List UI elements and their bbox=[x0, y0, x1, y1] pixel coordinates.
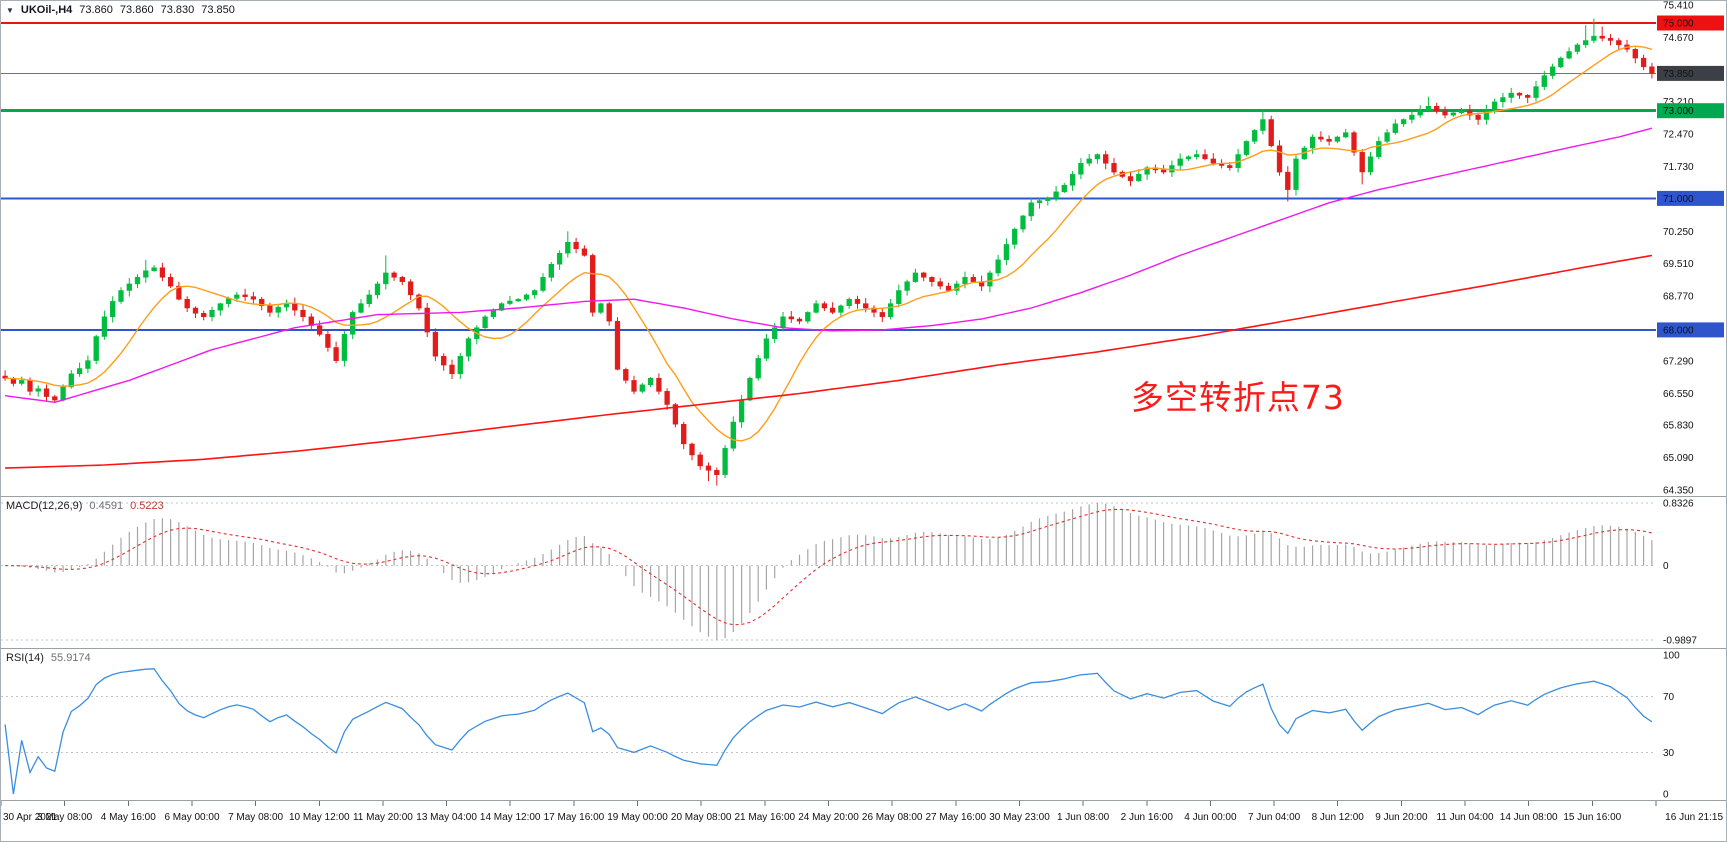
svg-text:0: 0 bbox=[1663, 561, 1669, 572]
svg-text:1 Jun 08:00: 1 Jun 08:00 bbox=[1057, 812, 1110, 823]
svg-text:11 Jun 04:00: 11 Jun 04:00 bbox=[1436, 812, 1494, 823]
time-axis-panel[interactable]: 30 Apr 2021 3 May 08:00 4 May 16:00 6 May 0… bbox=[1, 800, 1726, 841]
svg-text:13 May 04:00: 13 May 04:00 bbox=[416, 812, 477, 823]
macd-indicator-label: MACD(12,26,9) 0.4591 0.5223 bbox=[6, 500, 164, 512]
svg-text:3 May 08:00: 3 May 08:00 bbox=[37, 812, 92, 823]
svg-text:6 May 00:00: 6 May 00:00 bbox=[164, 812, 219, 823]
svg-text:26 May 08:00: 26 May 08:00 bbox=[862, 812, 923, 823]
svg-text:-0.9897: -0.9897 bbox=[1663, 636, 1697, 647]
rsi-name: RSI(14) bbox=[6, 652, 44, 664]
ohlc-low-value: 73.830 bbox=[160, 4, 195, 16]
svg-text:0.8326: 0.8326 bbox=[1663, 499, 1694, 510]
svg-text:73.210: 73.210 bbox=[1663, 97, 1694, 108]
macd-panel: MACD(12,26,9) 0.4591 0.5223 0.8326 0 -0.98… bbox=[1, 496, 1726, 648]
svg-text:65.090: 65.090 bbox=[1663, 453, 1694, 464]
svg-text:27 May 16:00: 27 May 16:00 bbox=[925, 812, 986, 823]
svg-text:71.000: 71.000 bbox=[1663, 194, 1694, 205]
svg-text:16 Jun 21:15: 16 Jun 21:15 bbox=[1665, 812, 1723, 823]
svg-text:10 May 12:00: 10 May 12:00 bbox=[289, 812, 350, 823]
price-chart-canvas[interactable]: 75.410 74.670 73.210 72.470 71.730 70.250 69.5… bbox=[1, 1, 1726, 496]
ohlc-high-value: 73.860 bbox=[119, 4, 154, 16]
svg-text:7 Jun 04:00: 7 Jun 04:00 bbox=[1248, 812, 1301, 823]
svg-text:19 May 00:00: 19 May 00:00 bbox=[607, 812, 668, 823]
svg-text:66.550: 66.550 bbox=[1663, 389, 1694, 400]
symbol-timeframe-label: UKOil-,H4 bbox=[20, 4, 73, 16]
rsi-chart-canvas: 100 70 30 0 bbox=[1, 651, 1680, 801]
rsi-panel: RSI(14) 55.9174 100 70 30 0 bbox=[1, 648, 1726, 800]
svg-text:0: 0 bbox=[1663, 790, 1669, 801]
svg-text:69.510: 69.510 bbox=[1663, 259, 1694, 270]
text-annotation: 多空转折点73 bbox=[1130, 377, 1345, 417]
rsi-indicator-label: RSI(14) 55.9174 bbox=[6, 652, 91, 664]
macd-main-value: 0.4591 bbox=[89, 500, 124, 512]
svg-text:15 Jun 16:00: 15 Jun 16:00 bbox=[1563, 812, 1621, 823]
svg-text:74.670: 74.670 bbox=[1663, 33, 1694, 44]
svg-text:73.850: 73.850 bbox=[1663, 69, 1694, 80]
svg-text:11 May 20:00: 11 May 20:00 bbox=[353, 812, 413, 823]
svg-text:71.730: 71.730 bbox=[1663, 162, 1694, 173]
svg-text:75.410: 75.410 bbox=[1663, 1, 1694, 12]
ohlc-open-value: 73.860 bbox=[79, 4, 113, 16]
ohlc-close-value: 73.850 bbox=[201, 4, 235, 16]
svg-text:65.830: 65.830 bbox=[1663, 421, 1694, 432]
svg-text:8 Jun 12:00: 8 Jun 12:00 bbox=[1312, 812, 1365, 823]
svg-text:70: 70 bbox=[1663, 692, 1675, 703]
svg-text:7 May 08:00: 7 May 08:00 bbox=[228, 812, 283, 823]
svg-text:20 May 08:00: 20 May 08:00 bbox=[671, 812, 732, 823]
svg-text:64.350: 64.350 bbox=[1663, 486, 1694, 497]
svg-text:68.770: 68.770 bbox=[1663, 292, 1694, 303]
svg-text:17 May 16:00: 17 May 16:00 bbox=[544, 812, 605, 823]
svg-text:14 May 12:00: 14 May 12:00 bbox=[480, 812, 541, 823]
symbol-menu-icon[interactable]: ▼ bbox=[6, 5, 14, 15]
macd-chart-canvas: 0.8326 0 -0.9897 bbox=[1, 499, 1697, 647]
svg-text:72.470: 72.470 bbox=[1663, 129, 1694, 140]
svg-text:100: 100 bbox=[1663, 651, 1680, 662]
svg-text:70.250: 70.250 bbox=[1663, 227, 1694, 238]
svg-text:14 Jun 08:00: 14 Jun 08:00 bbox=[1500, 812, 1558, 823]
macd-name: MACD(12,26,9) bbox=[6, 500, 83, 512]
svg-text:9 Jun 20:00: 9 Jun 20:00 bbox=[1375, 812, 1428, 823]
svg-text:4 May 16:00: 4 May 16:00 bbox=[101, 812, 156, 823]
svg-text:67.290: 67.290 bbox=[1663, 357, 1694, 368]
svg-text:30: 30 bbox=[1663, 748, 1675, 759]
main-price-panel: ▼ UKOil-,H4 73.860 73.860 73.830 73.850 … bbox=[1, 1, 1726, 496]
svg-text:30 May 23:00: 30 May 23:00 bbox=[989, 812, 1050, 823]
rsi-value: 55.9174 bbox=[50, 652, 91, 664]
svg-text:4 Jun 00:00: 4 Jun 00:00 bbox=[1184, 812, 1237, 823]
macd-signal-value: 0.5223 bbox=[130, 500, 164, 512]
svg-text:75.000: 75.000 bbox=[1663, 19, 1694, 30]
chart-title-bar: ▼ UKOil-,H4 73.860 73.860 73.830 73.850 bbox=[6, 4, 235, 16]
svg-text:73.000: 73.000 bbox=[1663, 106, 1694, 117]
svg-text:68.000: 68.000 bbox=[1663, 325, 1694, 336]
svg-text:30 Apr 2021: 30 Apr 2021 bbox=[3, 812, 57, 823]
svg-text:21 May 16:00: 21 May 16:00 bbox=[734, 812, 795, 823]
svg-text:24 May 20:00: 24 May 20:00 bbox=[798, 812, 859, 823]
svg-text:2 Jun 16:00: 2 Jun 16:00 bbox=[1121, 812, 1174, 823]
